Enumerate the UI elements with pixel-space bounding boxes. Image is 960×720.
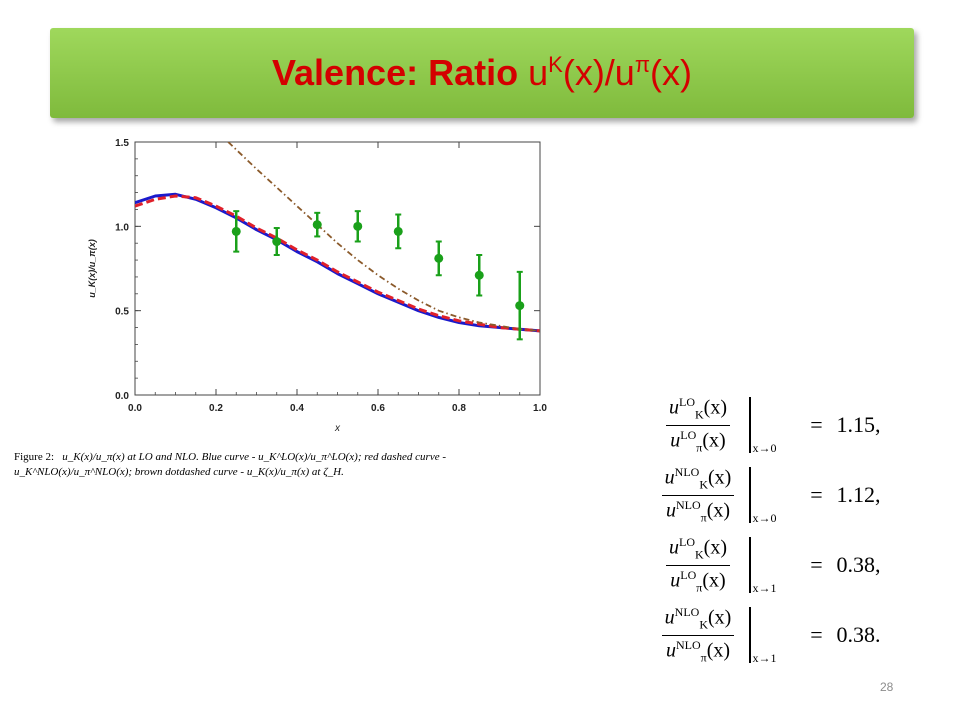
equals-sign: = [810,412,823,437]
fraction-numerator: uNLOK(x) [661,465,735,496]
x-tick-label: 0.4 [290,403,304,414]
plot-svg: 0.0 0.2 0.4 0.6 0.8 1.0 0.0 0.5 1.0 1.5 x u_K(x)/u_… [87,138,547,434]
y-axis-label: u_K(x)/u_π(x) [87,239,97,297]
evaluation-bar [749,607,751,663]
ratio-fraction: uLOK(x) uLOπ(x) [650,535,746,595]
series-line-dotdash [227,142,540,332]
ratio-fraction: uLOK(x) uLOπ(x) [650,395,746,455]
equals-sign: = [810,622,823,647]
data-point [474,270,484,280]
series-line-dashed [135,194,540,333]
fraction-numerator: uNLOK(x) [661,605,735,636]
limit-formula-row: uLOK(x) uLOπ(x) x→0 = 1.15, [650,390,940,460]
data-point [312,220,322,230]
x-tick-label: 0.6 [371,403,385,414]
fraction-numerator: uLOK(x) [666,395,730,426]
caption-label: Figure 2: [14,451,55,463]
x-axis-label: x [334,423,341,434]
x-tick-label: 0.0 [128,403,142,414]
slide-title: Valence: Ratio uK(x)/uπ(x) [272,52,692,94]
limit-subscript: x→1 [752,651,777,665]
data-point [434,253,444,263]
title-sup-pi: π [634,52,651,77]
y-tick-label: 1.5 [115,138,129,149]
limit-subscript: x→0 [752,511,777,525]
fraction-numerator: uLOK(x) [666,535,730,566]
data-point [231,226,241,236]
title-mid: (x)/u [562,52,635,93]
y-tick-label: 0.0 [115,391,129,402]
data-point [353,221,363,231]
x-tick-label: 0.8 [452,403,466,414]
equals-sign: = [810,552,823,577]
title-banner: Valence: Ratio uK(x)/uπ(x) [50,28,914,118]
caption-line-2: u_K^NLO(x)/u_π^NLO(x); brown dotdashed c… [14,466,344,478]
fraction-denominator: uLOπ(x) [670,427,726,455]
slide-number: 28 [880,680,894,694]
title-u1: u [528,52,549,93]
y-tick-label: 1.0 [115,222,129,233]
fraction-denominator: uNLOπ(x) [665,637,731,665]
evaluation-bar [749,397,751,453]
limit-value: 0.38, [836,552,881,577]
evaluation-bar [749,537,751,593]
x-tick-label: 1.0 [533,403,547,414]
ratio-fraction: uNLOK(x) uNLOπ(x) [650,465,746,525]
ratio-plot: 0.0 0.2 0.4 0.6 0.8 1.0 0.0 0.5 1.0 1.5 x u_K(x)/u_… [80,130,570,440]
limit-formulas: uLOK(x) uLOπ(x) x→0 = 1.15, uNLOK(x) uNLOπ(x) x… [650,390,940,670]
title-bold: Valence: Ratio [272,52,519,93]
series-line-solid [135,192,540,333]
limit-value: 0.38. [836,622,881,647]
data-point [272,237,282,247]
data-point [393,226,403,236]
evaluation-bar [749,467,751,523]
limit-value: 1.12, [836,482,881,507]
caption-ratio: u_K(x)/u_π(x) at LO and NLO. [62,451,199,463]
fraction-denominator: uLOπ(x) [670,567,726,595]
figure-caption: Figure 2: u_K(x)/u_π(x) at LO and NLO. B… [14,450,634,480]
limit-formula-row: uNLOK(x) uNLOπ(x) x→1 = 0.38. [650,600,940,670]
title-end: (x) [650,52,692,93]
plot-frame [134,141,541,396]
ratio-fraction: uNLOK(x) uNLOπ(x) [650,605,746,665]
limit-formula-row: uNLOK(x) uNLOπ(x) x→0 = 1.12, [650,460,940,530]
caption-line-1: Figure 2: u_K(x)/u_π(x) at LO and NLO. B… [14,450,634,465]
x-tick-label: 0.2 [209,403,223,414]
limit-subscript: x→0 [752,441,777,455]
fraction-denominator: uNLOπ(x) [665,497,731,525]
limit-formula-row: uLOK(x) uLOπ(x) x→1 = 0.38, [650,530,940,600]
title-sup-k: K [548,52,563,77]
caption-blue: Blue curve - u_K^LO(x)/u_π^LO(x); red da… [201,451,447,463]
data-point [515,301,525,311]
limit-subscript: x→1 [752,581,777,595]
y-tick-label: 0.5 [115,307,129,318]
equals-sign: = [810,482,823,507]
limit-value: 1.15, [836,412,881,437]
